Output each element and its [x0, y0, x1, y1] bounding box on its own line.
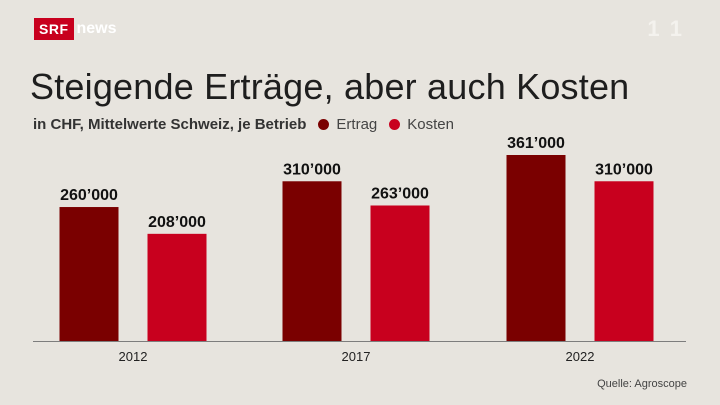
- chart-title: Steigende Erträge, aber auch Kosten: [30, 66, 630, 107]
- srf-logo-box: SRF: [34, 18, 74, 40]
- legend-dot-kosten-icon: [389, 119, 401, 130]
- bar-kosten-2022: [594, 181, 654, 341]
- chart-subtitle: in CHF, Mittelwerte Schweiz, je Betrieb: [33, 116, 307, 133]
- legend-label-ertrag: Ertrag: [336, 116, 378, 133]
- legend-item-kosten: Kosten: [389, 116, 454, 133]
- bar-kosten-2017: [370, 205, 430, 341]
- x-tick-label-2022: 2022: [566, 349, 595, 364]
- legend-item-ertrag: Ertrag: [318, 116, 377, 133]
- legend-label-kosten: Kosten: [407, 116, 454, 133]
- data-label-kosten-2012: 208’000: [148, 214, 206, 231]
- x-tick-label-2012: 2012: [119, 349, 148, 364]
- news-logo-text: news: [76, 20, 117, 37]
- source-note: Quelle: Agroscope: [597, 378, 687, 390]
- bar-ertrag-2012: [59, 207, 119, 341]
- bar-ertrag-2017: [282, 181, 342, 341]
- bar-kosten-2012: [147, 233, 207, 341]
- data-label-ertrag-2012: 260’000: [60, 187, 118, 204]
- srf-news-logo: SRF news: [34, 18, 117, 40]
- x-tick-label-2017: 2017: [342, 349, 371, 364]
- data-label-kosten-2022: 310’000: [595, 161, 653, 178]
- channel-watermark: 1 1: [647, 16, 684, 41]
- data-label-ertrag-2022: 361’000: [507, 135, 565, 152]
- legend-dot-ertrag-icon: [318, 119, 330, 130]
- bar-ertrag-2022: [506, 155, 566, 341]
- data-label-kosten-2017: 263’000: [371, 185, 429, 202]
- subtitle-legend-row: in CHF, Mittelwerte Schweiz, je Betrieb …: [33, 116, 454, 133]
- data-label-ertrag-2017: 310’000: [283, 161, 341, 178]
